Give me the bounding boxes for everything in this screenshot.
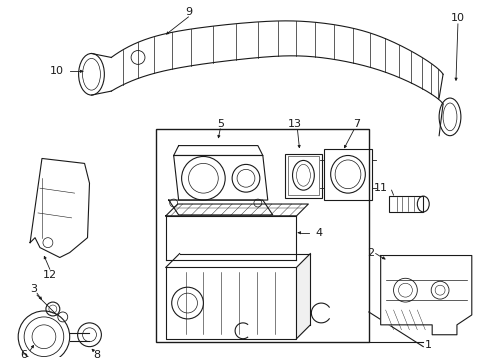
Bar	[388, 196, 423, 212]
Polygon shape	[165, 204, 308, 216]
Text: 1: 1	[424, 339, 431, 350]
Bar	[287, 157, 319, 195]
Text: 10: 10	[50, 66, 64, 76]
Text: 6: 6	[20, 350, 28, 360]
Polygon shape	[168, 200, 272, 215]
Text: 13: 13	[287, 119, 301, 129]
Text: 5: 5	[216, 119, 224, 129]
Text: 12: 12	[43, 270, 57, 280]
Polygon shape	[30, 158, 89, 257]
Text: 4: 4	[315, 228, 322, 238]
Text: 11: 11	[373, 183, 387, 193]
Polygon shape	[173, 145, 262, 156]
Text: 9: 9	[184, 7, 192, 17]
Text: 8: 8	[93, 350, 100, 360]
Text: 3: 3	[30, 284, 38, 294]
Polygon shape	[165, 216, 296, 261]
Polygon shape	[173, 156, 267, 200]
Polygon shape	[380, 256, 471, 335]
Polygon shape	[296, 253, 310, 339]
Bar	[284, 153, 322, 198]
Text: 7: 7	[353, 119, 360, 129]
Polygon shape	[165, 267, 296, 339]
Bar	[156, 129, 368, 342]
Bar	[324, 149, 371, 200]
Text: 2: 2	[366, 248, 374, 257]
Text: 10: 10	[450, 13, 464, 23]
